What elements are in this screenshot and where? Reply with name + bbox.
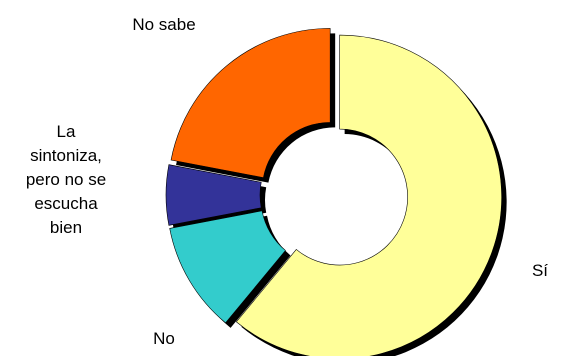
slice-label-s: Sí bbox=[532, 261, 548, 280]
slice-no bbox=[169, 210, 286, 324]
slice-labels: Sí No La sintoniza, pero no se escucha bien No … bbox=[26, 15, 548, 348]
slice-label-la-sintoniza-pero-no-se-escucha-bien: La sintoniza, pero no se escucha bien bbox=[26, 122, 106, 237]
slice-no-sabe bbox=[170, 28, 331, 178]
slice-label-no-sabe: No sabe bbox=[132, 15, 195, 34]
slice-la-sintoniza-pero-no-se-escucha-bien bbox=[165, 164, 262, 226]
slice-label-no: No bbox=[153, 329, 175, 348]
slice-s bbox=[235, 34, 502, 356]
slices bbox=[165, 28, 502, 356]
